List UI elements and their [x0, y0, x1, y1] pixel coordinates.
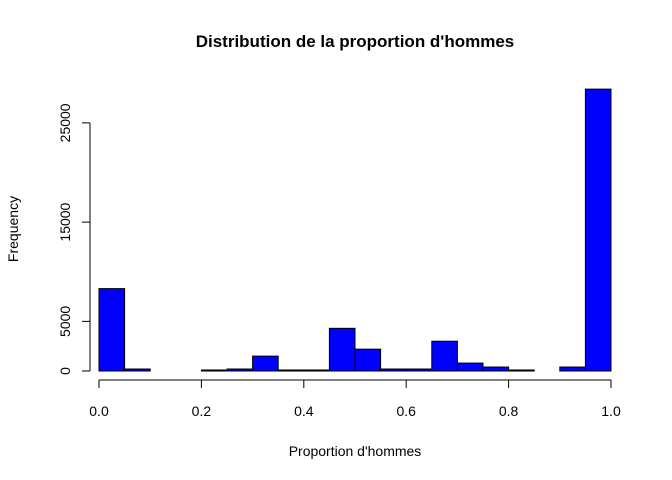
- histogram-bar-9: [328, 327, 356, 372]
- x-axis-label: Proportion d'hommes: [289, 443, 422, 459]
- histogram-bar-18: [559, 366, 586, 372]
- histogram-bar-12: [405, 368, 433, 372]
- histogram-bar-5: [226, 368, 254, 372]
- histogram-bar-7: [277, 369, 305, 372]
- x-axis: 0.0 0.2 0.4 0.6 0.8 1.0: [89, 379, 621, 419]
- histogram-bar-0: [98, 288, 126, 372]
- chart-title: Distribution de la proportion d'hommes: [196, 32, 515, 51]
- y-tick-label: 25000: [57, 103, 73, 142]
- bars-group: [98, 88, 612, 372]
- x-tick-label: 1.0: [601, 403, 621, 419]
- y-tick-label: 5000: [57, 306, 73, 337]
- y-tick-label: 0: [57, 367, 73, 375]
- histogram-bar-1: [124, 368, 151, 372]
- x-tick-label: 0.4: [294, 403, 314, 419]
- histogram-bar-6: [252, 355, 279, 372]
- x-tick-label: 0.8: [499, 403, 519, 419]
- histogram-bar-13: [431, 340, 458, 372]
- y-axis-label: Frequency: [5, 196, 21, 262]
- y-axis: 0 5000 15000 25000: [57, 103, 91, 375]
- histogram-bar-11: [380, 368, 407, 372]
- histogram-bar-4: [200, 369, 228, 372]
- histogram-bar-19: [584, 88, 612, 372]
- histogram-bar-10: [354, 348, 382, 372]
- x-tick-label: 0.0: [89, 403, 109, 419]
- y-tick-label: 15000: [57, 202, 73, 241]
- x-tick-label: 0.6: [396, 403, 416, 419]
- histogram-bar-14: [456, 362, 484, 372]
- histogram-bar-16: [508, 369, 535, 372]
- histogram-bar-15: [482, 366, 510, 372]
- x-tick-label: 0.2: [192, 403, 212, 419]
- histogram-bar-8: [303, 369, 330, 372]
